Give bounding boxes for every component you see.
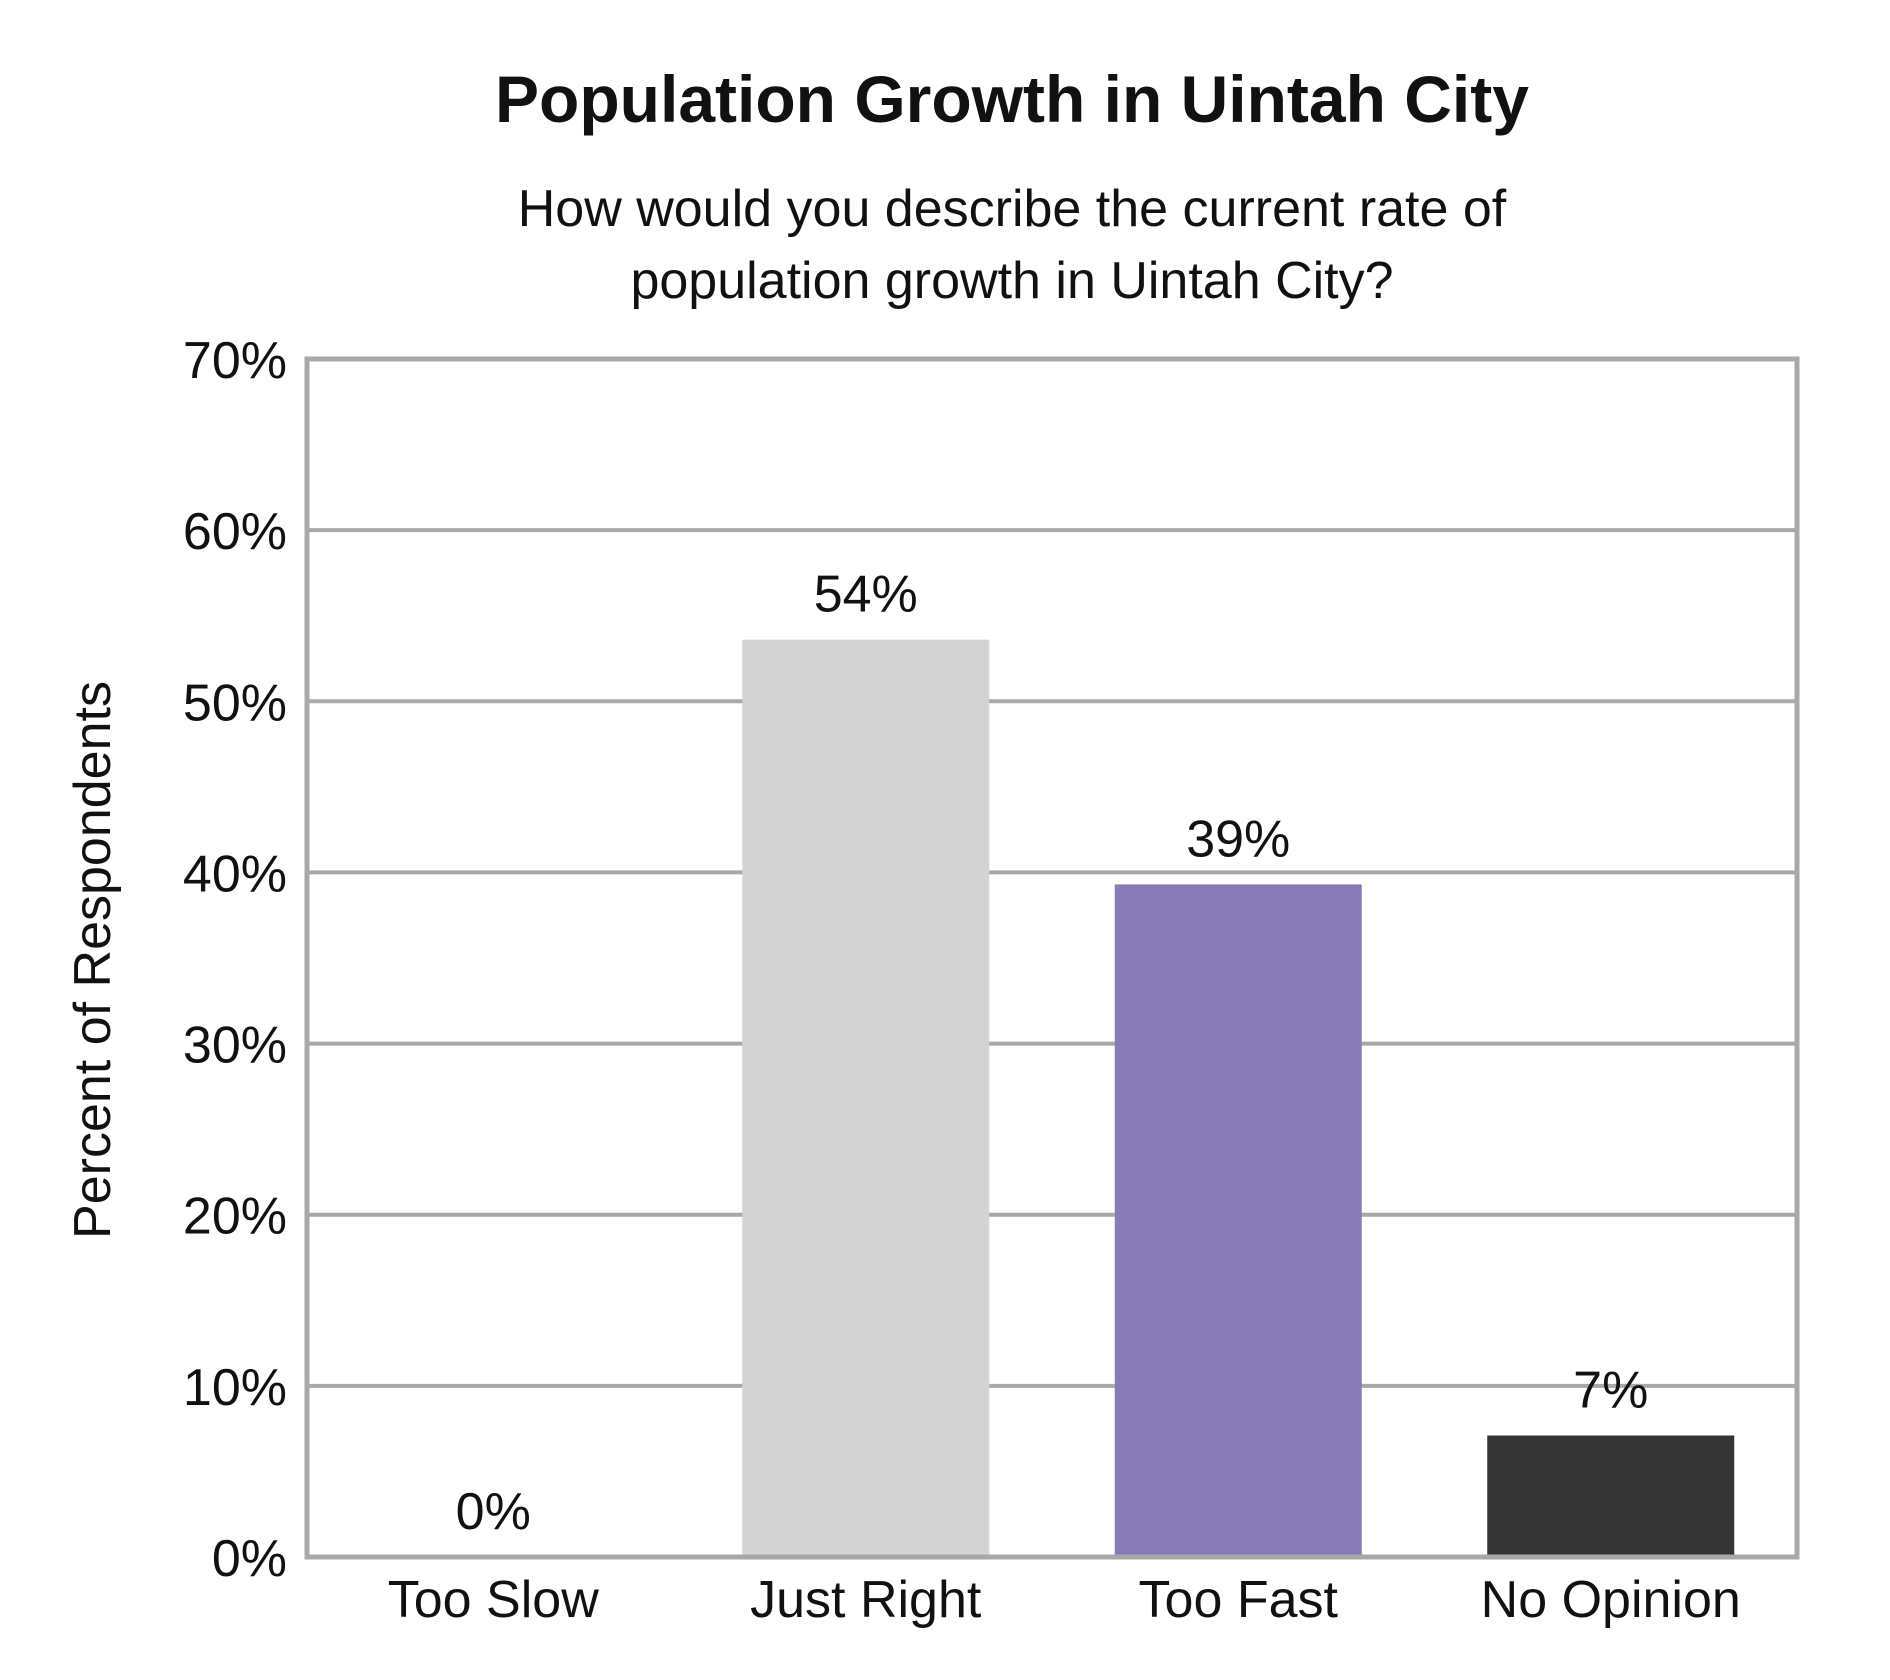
data-labels: 0% 54% 39% 7% [456, 566, 1649, 1541]
plot-frame [304, 356, 1800, 1560]
y-tick-label: 50% [183, 674, 287, 732]
y-tick-label: 0% [212, 1530, 287, 1588]
x-tick-label: Just Right [750, 1571, 982, 1629]
bars [742, 639, 1735, 1557]
bar [1114, 884, 1362, 1557]
chart-subtitle-line-2: population growth in Uintah City? [630, 252, 1393, 310]
bar [742, 639, 990, 1557]
x-tick-label: Too Fast [1139, 1571, 1339, 1629]
data-label: 54% [814, 566, 918, 624]
y-tick-label: 60% [183, 503, 287, 561]
y-axis-ticks: 0% 10% 20% 30% 40% 50% 60% 70% [183, 332, 287, 1588]
y-tick-label: 30% [183, 1017, 287, 1075]
gridlines [307, 528, 1797, 1388]
chart-subtitle-line-1: How would you describe the current rate … [518, 180, 1507, 238]
x-tick-label: No Opinion [1481, 1571, 1741, 1629]
data-label: 7% [1573, 1361, 1648, 1419]
y-tick-label: 70% [183, 332, 287, 390]
y-tick-label: 20% [183, 1188, 287, 1246]
bar [1487, 1435, 1735, 1557]
plot-border [304, 356, 1800, 1560]
chart-title: Population Growth in Uintah City [495, 62, 1529, 136]
y-tick-label: 10% [183, 1359, 287, 1417]
x-axis-ticks: Too Slow Just Right Too Fast No Opinion [388, 1571, 1741, 1629]
x-tick-label: Too Slow [388, 1571, 599, 1629]
data-label: 39% [1186, 810, 1290, 868]
y-axis-label: Percent of Respondents [64, 681, 122, 1239]
y-tick-label: 40% [183, 845, 287, 903]
data-label: 0% [456, 1483, 531, 1541]
